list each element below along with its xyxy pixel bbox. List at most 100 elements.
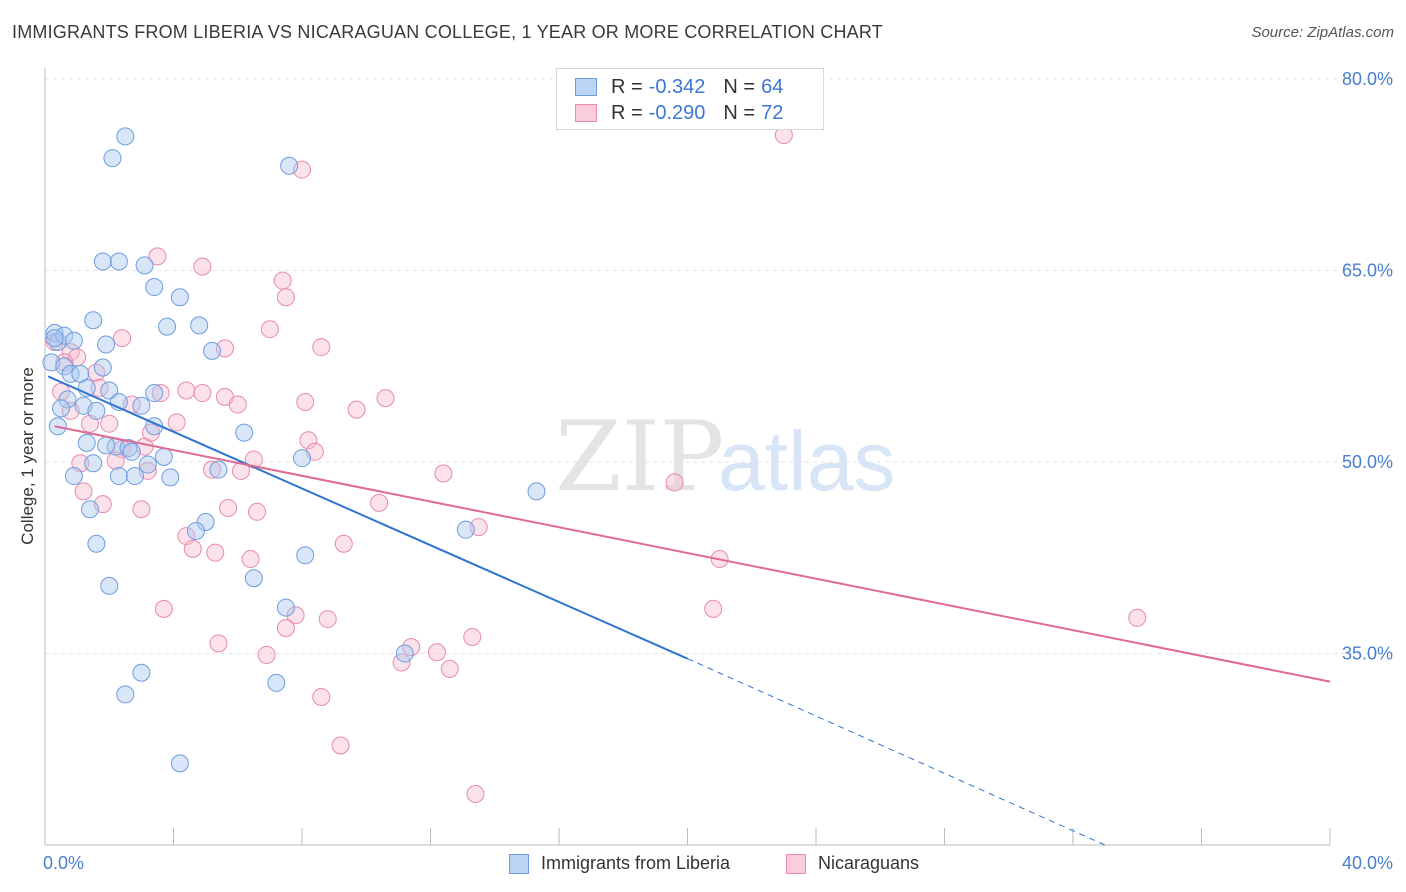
nicaraguan-point bbox=[665, 473, 684, 492]
liberia-point bbox=[103, 149, 122, 168]
nicaraguan-point bbox=[370, 493, 389, 512]
nicaraguan-point bbox=[74, 482, 93, 501]
legend-swatch-blue bbox=[509, 853, 529, 874]
liberia-point bbox=[71, 364, 90, 383]
legend-r-label: R = bbox=[611, 75, 643, 98]
legend-swatch-blue bbox=[575, 78, 597, 96]
axes bbox=[44, 68, 1331, 846]
nicaraguan-point bbox=[286, 606, 305, 625]
liberia-point bbox=[125, 467, 144, 486]
legend-swatch-pink bbox=[575, 104, 597, 122]
legend-item-nicaraguans: Nicaraguans bbox=[786, 853, 919, 874]
nicaraguan-point bbox=[1128, 608, 1147, 627]
liberia-point bbox=[135, 256, 154, 275]
y-tick-label: 80.0% bbox=[1342, 69, 1393, 89]
nicaraguan-point bbox=[347, 400, 366, 419]
liberia-point bbox=[58, 390, 77, 409]
trend-lines bbox=[47, 375, 1331, 846]
liberia-point bbox=[93, 358, 112, 377]
liberia-point bbox=[235, 423, 254, 442]
nicaraguan-point bbox=[440, 659, 459, 678]
legend-label-liberia: Immigrants from Liberia bbox=[541, 853, 731, 873]
liberia-point bbox=[296, 546, 315, 565]
legend-row-nicaraguans: R = -0.290 N = 72 bbox=[575, 100, 783, 126]
nicaraguan-point bbox=[167, 413, 186, 432]
nicaraguan-point bbox=[273, 271, 292, 290]
liberia-trend-extension bbox=[687, 658, 1106, 846]
liberia-point bbox=[186, 521, 205, 540]
nicaraguan-point bbox=[312, 338, 331, 357]
nicaraguan-point bbox=[206, 543, 225, 562]
liberia-point bbox=[97, 335, 116, 354]
liberia-point bbox=[145, 384, 164, 403]
x-tick-label: 40.0% bbox=[1342, 853, 1393, 873]
nicaraguan-point bbox=[296, 392, 315, 411]
liberia-point bbox=[109, 467, 128, 486]
liberia-point bbox=[154, 447, 173, 466]
liberia-point bbox=[87, 534, 106, 553]
liberia-point bbox=[122, 442, 141, 461]
nicaraguan-point bbox=[106, 451, 125, 470]
nicaraguan-point bbox=[113, 329, 132, 348]
nicaraguan-point bbox=[318, 610, 337, 629]
nicaraguan-point bbox=[55, 353, 74, 372]
liberia-point bbox=[116, 127, 135, 146]
liberia-point bbox=[170, 288, 189, 307]
liberia-point bbox=[244, 569, 263, 588]
nicaraguan-point bbox=[193, 384, 212, 403]
y-tick-label: 35.0% bbox=[1342, 644, 1393, 664]
nicaraguan-point bbox=[299, 431, 318, 450]
nicaraguan-point bbox=[276, 619, 295, 638]
liberia-point bbox=[64, 467, 83, 486]
liberia-point bbox=[293, 449, 311, 468]
liberia-point bbox=[55, 357, 74, 376]
series-liberia bbox=[42, 127, 546, 773]
legend-row-liberia: R = -0.342 N = 64 bbox=[575, 74, 783, 100]
liberia-point bbox=[84, 454, 103, 473]
nicaraguan-point bbox=[376, 389, 395, 408]
nicaraguan-point bbox=[463, 627, 482, 646]
correlation-legend: R = -0.342 N = 64 R = -0.290 N = 72 bbox=[556, 68, 824, 130]
liberia-point bbox=[100, 381, 119, 400]
liberia-point bbox=[145, 278, 164, 297]
nicaraguan-point bbox=[331, 736, 350, 755]
liberia-point bbox=[203, 341, 222, 360]
liberia-point bbox=[100, 576, 119, 595]
liberia-point bbox=[158, 317, 177, 336]
nicaraguan-point bbox=[219, 498, 238, 517]
tick-labels: 35.0% 50.0% 65.0% 80.0% 0.0% 40.0% bbox=[43, 69, 1393, 873]
watermark-atlas: atlas bbox=[718, 414, 895, 508]
nicaraguan-point bbox=[241, 550, 260, 569]
legend-n-label: N = bbox=[723, 75, 756, 98]
liberia-point bbox=[52, 399, 71, 418]
liberia-point bbox=[80, 500, 99, 519]
liberia-point bbox=[84, 311, 103, 330]
liberia-point bbox=[97, 436, 116, 455]
grid-lines bbox=[45, 78, 1393, 655]
watermark: ZIP atlas bbox=[555, 401, 895, 513]
liberia-trend-line bbox=[47, 375, 688, 660]
legend-r-value: -0.342 bbox=[648, 75, 706, 98]
legend-swatch-pink bbox=[786, 853, 806, 874]
legend-item-liberia: Immigrants from Liberia bbox=[509, 853, 730, 874]
nicaraguan-point bbox=[132, 500, 151, 519]
source-label: Source: ZipAtlas.com bbox=[1251, 24, 1394, 41]
nicaraguan-point bbox=[260, 320, 279, 339]
nicaraguan-point bbox=[312, 687, 331, 706]
legend-n-value: 64 bbox=[761, 75, 784, 98]
nicaraguan-point bbox=[209, 634, 228, 653]
liberia-point bbox=[280, 156, 299, 175]
nicaraguan-point bbox=[427, 643, 446, 662]
nicaraguan-point bbox=[203, 460, 222, 479]
nicaraguan-point bbox=[466, 785, 485, 804]
nicaraguan-point bbox=[276, 288, 295, 307]
chart-title: IMMIGRANTS FROM LIBERIA VS NICARAGUAN CO… bbox=[12, 22, 883, 42]
series-nicaraguans bbox=[45, 126, 1147, 804]
liberia-point bbox=[45, 329, 64, 348]
liberia-point bbox=[456, 520, 475, 539]
liberia-point bbox=[267, 673, 286, 692]
liberia-point bbox=[209, 460, 228, 479]
nicaraguan-point bbox=[154, 599, 173, 618]
liberia-point bbox=[161, 468, 180, 487]
